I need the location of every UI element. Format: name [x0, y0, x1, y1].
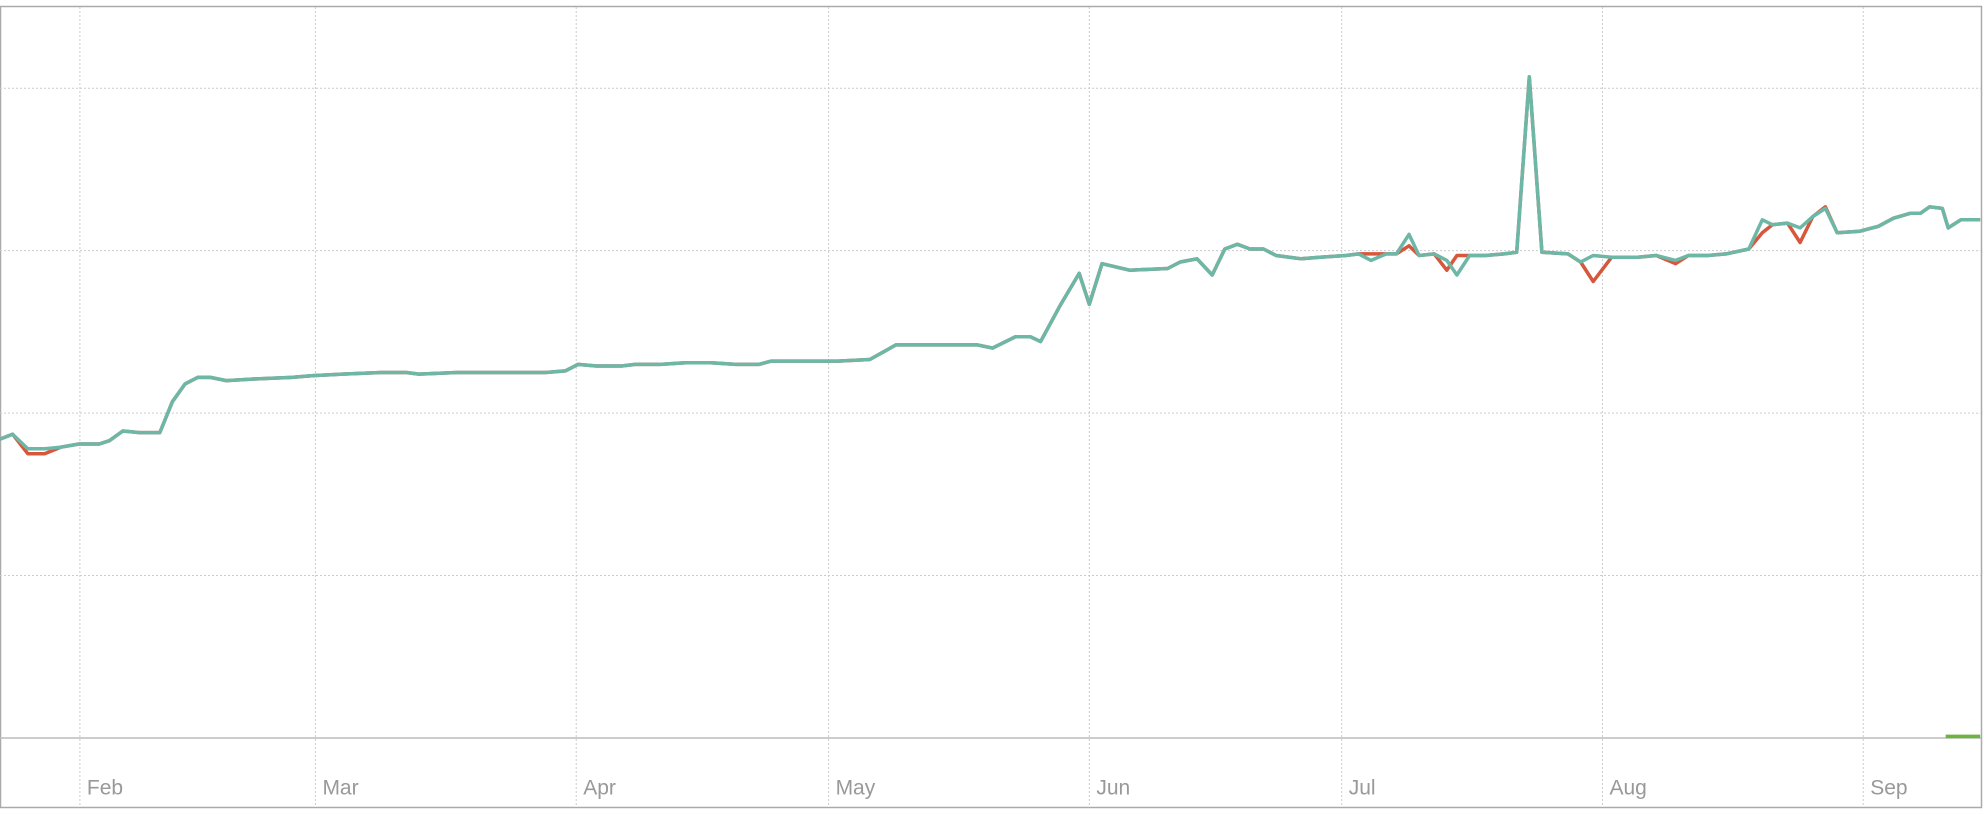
x-tick-label: Mar	[322, 777, 358, 800]
x-tick-label: Feb	[87, 777, 123, 800]
x-tick-label: May	[836, 777, 876, 800]
plot-frame	[0, 5, 1983, 809]
series-line	[0, 75, 1981, 451]
x-tick-label: Aug	[1609, 777, 1646, 800]
x-tick-label: Jul	[1349, 777, 1376, 800]
x-tick-label: Jun	[1096, 777, 1130, 800]
x-tick-label: Apr	[583, 777, 616, 800]
x-tick-label: Sep	[1870, 777, 1907, 800]
